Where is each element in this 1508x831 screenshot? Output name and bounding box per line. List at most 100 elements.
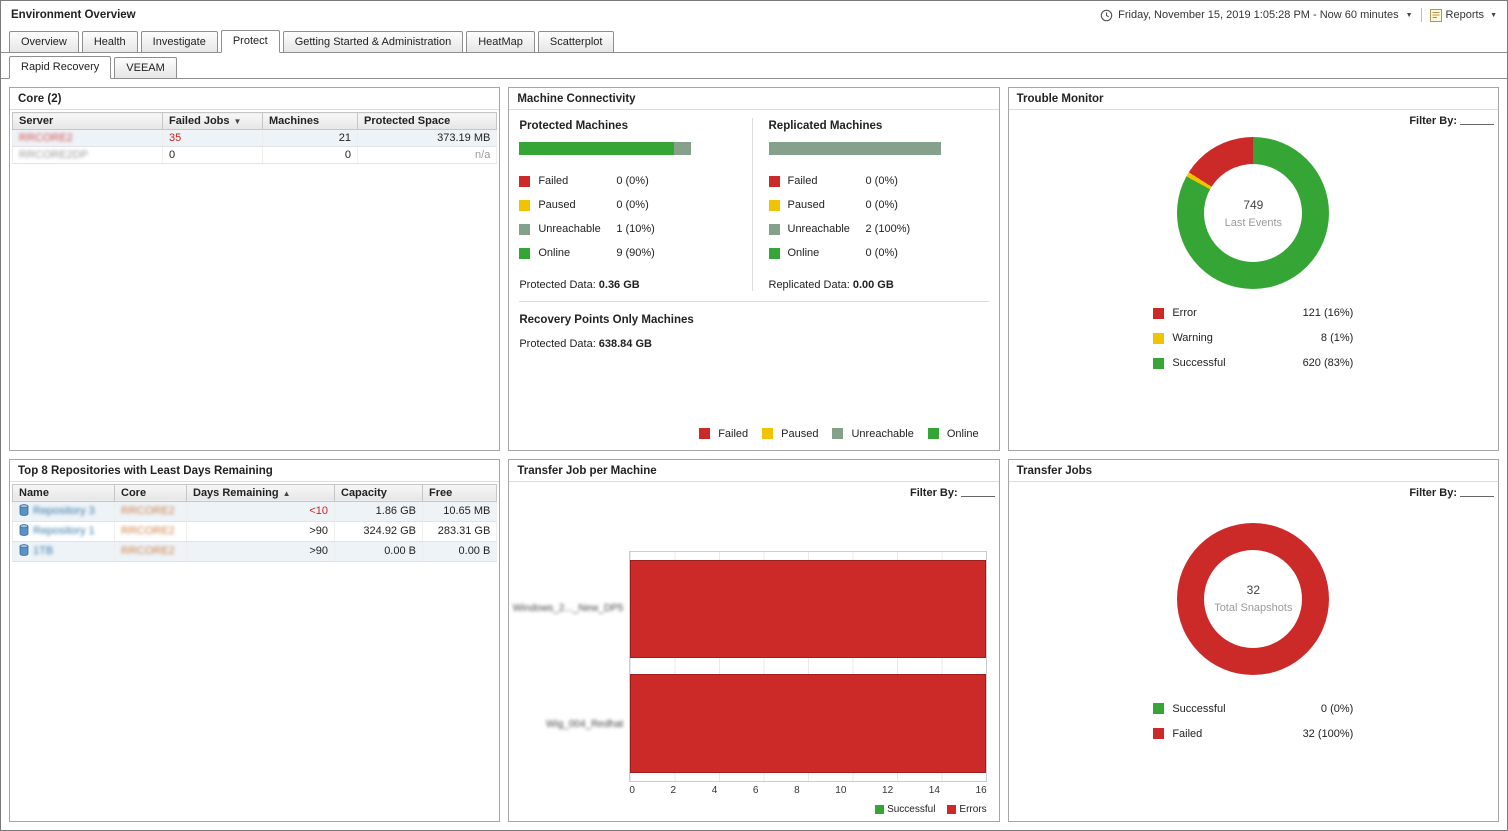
x-tick: 16: [975, 785, 987, 796]
online-color-swatch: [519, 247, 531, 259]
report-icon: [1429, 8, 1442, 22]
legend-value: 0 (0%): [865, 247, 898, 259]
repo-col-core[interactable]: Core: [114, 483, 187, 502]
legend-item-online: Online 9 (90%): [519, 241, 739, 265]
legend-label: Online: [946, 427, 979, 440]
filter-by-dropdown[interactable]: [1460, 495, 1494, 497]
server-link[interactable]: RRCORE2DP: [19, 149, 89, 161]
legend-value: 0 (0%): [865, 199, 898, 211]
legend-value: 1 (10%): [616, 223, 655, 235]
tab-investigate[interactable]: Investigate: [140, 31, 218, 53]
filter-by-dropdown[interactable]: [1460, 124, 1494, 125]
repo-col-capacity[interactable]: Capacity: [334, 483, 423, 502]
replicated-machines-heading: Replicated Machines: [768, 120, 883, 132]
core-table: Server Failed Jobs ▼ Machines Protected S…: [12, 112, 498, 164]
bar-band: [630, 666, 986, 781]
donut-center-label: Total Snapshots: [1214, 602, 1293, 614]
core-link[interactable]: RRCORE2: [121, 545, 175, 557]
trouble-monitor-donut[interactable]: 749 Last Events: [1177, 137, 1330, 289]
col-label: Free: [429, 486, 453, 499]
error-color-swatch: [947, 805, 957, 814]
legend-value: 32 (100%): [1302, 727, 1354, 740]
repository-link[interactable]: Repository 1: [33, 524, 95, 537]
table-row[interactable]: RRCORE2 35 21 373.19 MB: [12, 129, 498, 147]
reports-button[interactable]: Reports ▼: [1429, 8, 1497, 22]
legend-label: Unreachable: [538, 223, 601, 235]
panel-core: Core (2) Server Failed Jobs ▼ Machines Pr…: [9, 87, 501, 451]
repo-col-free[interactable]: Free: [421, 483, 498, 502]
category-label: Windows_2..._New_DP5: [512, 602, 624, 614]
repository-link[interactable]: 1TB: [33, 544, 54, 557]
tab-getting-started-administration[interactable]: Getting Started & Administration: [282, 31, 464, 53]
table-row[interactable]: RRCORE2DP 0 0 n/a: [12, 146, 498, 164]
core-col-failed-jobs[interactable]: Failed Jobs ▼: [162, 112, 263, 130]
legend-label: Successful: [1172, 702, 1226, 715]
col-label: Machines: [269, 115, 320, 127]
repo-col-days-remaining[interactable]: Days Remaining ▲: [186, 483, 335, 502]
errors-bar[interactable]: [630, 559, 986, 659]
trouble-monitor-filter: Filter By:: [1009, 110, 1498, 127]
core-col-machines[interactable]: Machines: [262, 112, 358, 130]
legend-label: Failed: [718, 427, 749, 440]
server-link[interactable]: RRCORE2: [19, 132, 73, 144]
legend-label: Successful: [887, 804, 936, 815]
tab-overview[interactable]: Overview: [9, 31, 79, 53]
filter-by-dropdown[interactable]: [960, 495, 995, 497]
bar-chart-plot-area: [629, 550, 987, 782]
unreachable-color-swatch: [832, 428, 844, 439]
legend-label: Successful: [1172, 357, 1226, 369]
table-row[interactable]: 1TB RRCORE2 >90 0.00 B 0.00 B: [12, 541, 498, 562]
legend-label: Warning: [1172, 332, 1213, 344]
tab-scatterplot[interactable]: Scatterplot: [537, 31, 615, 53]
core-link[interactable]: RRCORE2: [121, 525, 175, 537]
repo-col-name[interactable]: Name: [12, 483, 115, 502]
col-label: Protected Space: [364, 115, 451, 127]
panel-title-transfer-job-per-machine: Transfer Job per Machine: [509, 460, 999, 482]
core-link[interactable]: RRCORE2: [121, 505, 175, 517]
core-table-header: Server Failed Jobs ▼ Machines Protected S…: [12, 112, 498, 130]
replicated-data-value: 0.00 GB: [852, 279, 894, 291]
main-tab-bar: Overview Health Investigate Protect Gett…: [1, 26, 1507, 53]
x-tick: 8: [794, 785, 800, 796]
time-range-selector[interactable]: Friday, November 15, 2019 1:05:28 PM - N…: [1100, 9, 1413, 22]
replicated-data-line: Replicated Data: 0.00 GB: [769, 279, 989, 291]
core-col-server[interactable]: Server: [12, 112, 163, 130]
legend-label: Online: [787, 247, 820, 259]
table-row[interactable]: Repository 1 RRCORE2 >90 324.92 GB 283.3…: [12, 521, 498, 542]
legend-item-unreachable: Unreachable 1 (10%): [519, 217, 739, 241]
tab-heatmap[interactable]: HeatMap: [466, 31, 535, 53]
tab-veeam[interactable]: VEEAM: [114, 57, 177, 79]
errors-bar[interactable]: [630, 674, 986, 773]
free-value: 0.00 B: [421, 541, 498, 562]
transfer-jobs-donut[interactable]: 32 Total Snapshots: [1177, 522, 1330, 675]
trouble-monitor-legend: Error 121 (16%) Warning 8 (1%) Successfu…: [1153, 307, 1353, 369]
bar-band: [630, 552, 986, 667]
chevron-down-icon: ▼: [1490, 11, 1497, 19]
tab-rapid-recovery[interactable]: Rapid Recovery: [9, 56, 112, 79]
divider: [1420, 8, 1422, 22]
bar-chart-legend: Successful Errors: [509, 804, 987, 815]
legend-label: Paused: [781, 427, 819, 440]
core-col-protected-space[interactable]: Protected Space: [356, 112, 498, 130]
legend-value: 0 (0%): [1320, 702, 1354, 715]
tab-health[interactable]: Health: [81, 31, 138, 53]
protected-space-value: n/a: [356, 146, 498, 164]
legend-item-failed: Failed 0 (0%): [768, 169, 989, 193]
machine-connectivity-top: Protected Machines Failed 0 (0%) Paused …: [519, 118, 988, 291]
legend-value: 0 (0%): [865, 175, 898, 187]
capacity-value: 324.92 GB: [334, 521, 423, 542]
col-label: Failed Jobs: [169, 115, 230, 127]
tab-protect[interactable]: Protect: [220, 30, 280, 53]
table-row[interactable]: Repository 3 RRCORE2 <10 1.86 GB 10.65 M…: [12, 501, 498, 522]
repository-link[interactable]: Repository 3: [33, 504, 95, 517]
category-label: Wig_004_Redhat: [546, 718, 624, 730]
panel-title-machine-connectivity: Machine Connectivity: [509, 88, 999, 110]
protected-machines-bar[interactable]: [519, 142, 692, 155]
panel-machine-connectivity: Machine Connectivity Protected Machines …: [508, 87, 1000, 451]
paused-color-swatch: [519, 199, 531, 211]
days-remaining-value: >90: [186, 521, 335, 542]
machines-value: 21: [262, 129, 358, 147]
replicated-machines-bar[interactable]: [768, 142, 941, 155]
error-color-swatch: [1153, 307, 1165, 319]
